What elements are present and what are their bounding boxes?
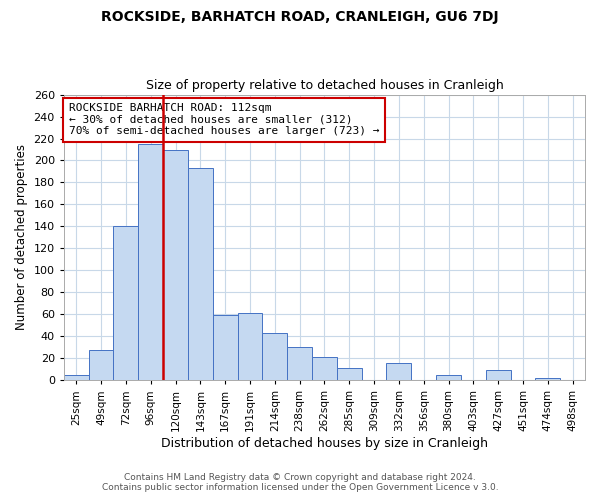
- Bar: [188, 168, 213, 380]
- Bar: [238, 314, 262, 380]
- Bar: [64, 375, 89, 380]
- Text: ROCKSIDE BARHATCH ROAD: 112sqm
← 30% of detached houses are smaller (312)
70% of: ROCKSIDE BARHATCH ROAD: 112sqm ← 30% of …: [69, 103, 380, 136]
- X-axis label: Distribution of detached houses by size in Cranleigh: Distribution of detached houses by size …: [161, 437, 488, 450]
- Bar: [213, 316, 238, 380]
- Bar: [138, 144, 163, 380]
- Bar: [89, 350, 113, 380]
- Text: Contains HM Land Registry data © Crown copyright and database right 2024.: Contains HM Land Registry data © Crown c…: [124, 474, 476, 482]
- Text: Contains public sector information licensed under the Open Government Licence v : Contains public sector information licen…: [101, 484, 499, 492]
- Title: Size of property relative to detached houses in Cranleigh: Size of property relative to detached ho…: [146, 79, 503, 92]
- Bar: [486, 370, 511, 380]
- Bar: [535, 378, 560, 380]
- Text: ROCKSIDE, BARHATCH ROAD, CRANLEIGH, GU6 7DJ: ROCKSIDE, BARHATCH ROAD, CRANLEIGH, GU6 …: [101, 10, 499, 24]
- Bar: [113, 226, 138, 380]
- Bar: [287, 348, 312, 380]
- Bar: [163, 150, 188, 380]
- Bar: [312, 357, 337, 380]
- Bar: [386, 362, 411, 380]
- Bar: [337, 368, 362, 380]
- Y-axis label: Number of detached properties: Number of detached properties: [15, 144, 28, 330]
- Bar: [262, 333, 287, 380]
- Bar: [436, 375, 461, 380]
